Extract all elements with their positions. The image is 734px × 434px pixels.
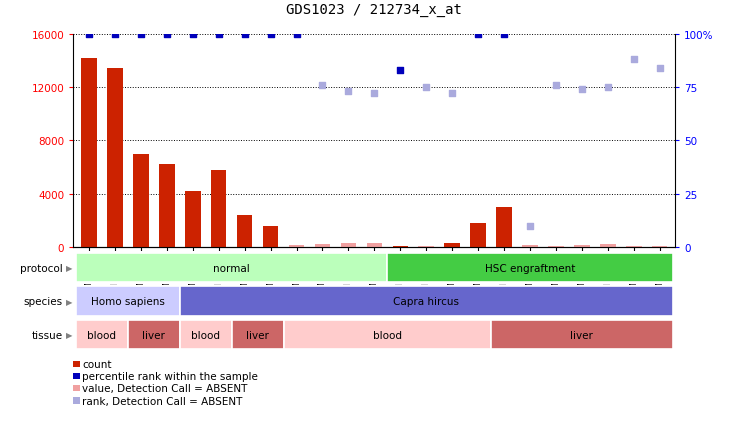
Point xyxy=(628,57,639,64)
Text: liver: liver xyxy=(246,330,269,340)
Bar xyxy=(388,253,672,283)
Point xyxy=(472,31,484,38)
Text: ▶: ▶ xyxy=(66,297,73,306)
Point xyxy=(161,31,172,38)
Bar xyxy=(491,320,672,349)
Point xyxy=(291,31,302,38)
Bar xyxy=(393,246,408,247)
Text: count: count xyxy=(82,359,112,369)
Point xyxy=(187,31,199,38)
Text: blood: blood xyxy=(192,330,220,340)
Bar xyxy=(341,243,356,247)
Bar xyxy=(128,320,180,349)
Point xyxy=(316,82,328,89)
Bar xyxy=(315,245,330,247)
Point xyxy=(239,31,250,38)
Bar xyxy=(81,59,97,247)
Bar xyxy=(180,320,232,349)
Bar xyxy=(263,226,278,247)
Text: Capra hircus: Capra hircus xyxy=(393,296,459,306)
Point xyxy=(654,65,666,72)
Bar xyxy=(180,287,672,316)
Bar xyxy=(652,246,667,247)
Bar xyxy=(470,224,486,247)
Bar xyxy=(237,215,252,247)
Point xyxy=(109,31,121,38)
Bar xyxy=(548,246,564,247)
Text: normal: normal xyxy=(214,263,250,273)
Text: liver: liver xyxy=(570,330,593,340)
Text: HSC engraftment: HSC engraftment xyxy=(485,263,575,273)
Point xyxy=(368,91,380,98)
Bar xyxy=(211,170,227,247)
Bar xyxy=(76,320,128,349)
Bar xyxy=(159,165,175,247)
Point xyxy=(135,31,147,38)
Bar xyxy=(366,243,382,247)
Bar xyxy=(522,245,538,247)
Point xyxy=(446,91,458,98)
Text: liver: liver xyxy=(142,330,165,340)
Text: rank, Detection Call = ABSENT: rank, Detection Call = ABSENT xyxy=(82,396,242,405)
Point xyxy=(343,89,355,95)
Point xyxy=(265,31,277,38)
Text: blood: blood xyxy=(87,330,117,340)
Point xyxy=(421,84,432,91)
Bar xyxy=(76,287,180,316)
Text: ▶: ▶ xyxy=(66,263,73,273)
Bar xyxy=(283,320,491,349)
Bar xyxy=(444,243,460,247)
Text: ▶: ▶ xyxy=(66,330,73,339)
Bar xyxy=(185,191,200,247)
Point xyxy=(524,223,536,230)
Text: protocol: protocol xyxy=(20,263,62,273)
Text: GDS1023 / 212734_x_at: GDS1023 / 212734_x_at xyxy=(286,3,462,17)
Text: value, Detection Call = ABSENT: value, Detection Call = ABSENT xyxy=(82,384,247,393)
Point xyxy=(498,31,510,38)
Bar xyxy=(133,155,148,247)
Point xyxy=(602,84,614,91)
Point xyxy=(213,31,225,38)
Bar xyxy=(496,207,512,247)
Bar xyxy=(232,320,283,349)
Bar xyxy=(626,246,642,247)
Point xyxy=(550,82,562,89)
Bar xyxy=(574,245,589,247)
Text: tissue: tissue xyxy=(32,330,62,340)
Text: blood: blood xyxy=(373,330,401,340)
Text: percentile rank within the sample: percentile rank within the sample xyxy=(82,372,258,381)
Point xyxy=(576,86,588,93)
Bar xyxy=(600,245,616,247)
Bar xyxy=(288,246,305,247)
Point xyxy=(394,67,406,74)
Bar xyxy=(418,246,434,247)
Text: species: species xyxy=(23,296,62,306)
Point xyxy=(83,31,95,38)
Bar xyxy=(107,69,123,247)
Text: Homo sapiens: Homo sapiens xyxy=(91,296,165,306)
Bar xyxy=(76,253,388,283)
